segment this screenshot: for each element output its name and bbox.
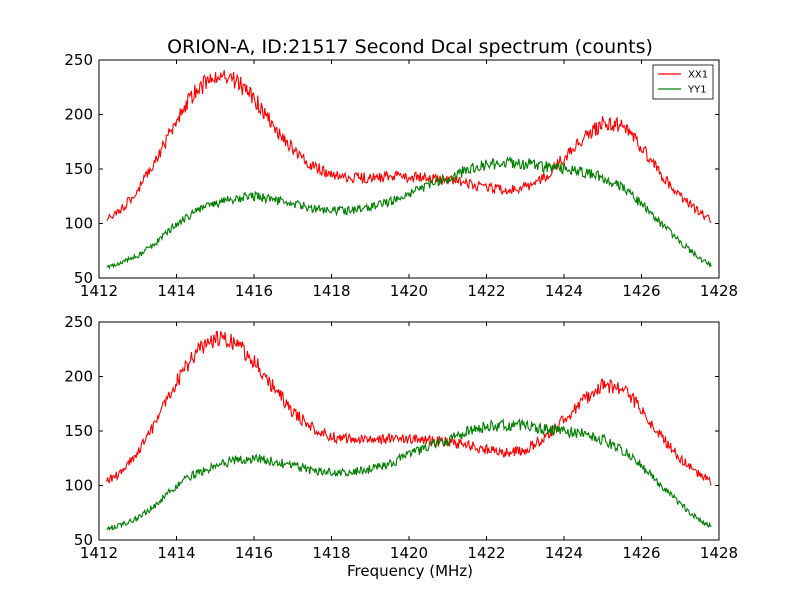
series-line-yy1 — [106, 155, 712, 271]
y-tick-label: 200 — [64, 368, 93, 386]
y-tick-label: 50 — [74, 269, 93, 287]
y-tick-label: 50 — [74, 531, 93, 549]
x-tick-label: 1426 — [622, 544, 660, 562]
bottom-plot-panel: 1412 1414 1416 1418 1420 1422 1424 1426 1428 50 10… — [64, 313, 738, 562]
series-line-xx1 — [106, 70, 712, 223]
x-tick-label: 1426 — [622, 282, 660, 300]
y-tick-label: 200 — [64, 106, 93, 124]
x-tick-label: 1412 — [80, 544, 118, 562]
y-tick-label: 100 — [64, 215, 93, 233]
legend-box — [652, 64, 714, 100]
y-tick-label: 250 — [64, 51, 93, 69]
series-line-xx1 — [106, 330, 712, 486]
x-tick-label: 1420 — [390, 544, 428, 562]
x-tick-label: 1416 — [235, 282, 273, 300]
x-tick-label: 1418 — [312, 282, 350, 300]
x-tick-label: 1414 — [157, 544, 195, 562]
y-tick-label: 250 — [64, 313, 93, 331]
series-line-yy1 — [106, 417, 712, 532]
legend-label-xx1: XX1 — [688, 70, 708, 81]
y-tick-label: 150 — [64, 422, 93, 440]
x-axis-label: Frequency (MHz) — [347, 562, 473, 580]
x-tick-label: 1416 — [235, 544, 273, 562]
x-tick-label: 1424 — [545, 544, 583, 562]
x-tick-label: 1424 — [545, 282, 583, 300]
x-tick-label: 1412 — [80, 282, 118, 300]
x-tick-label: 1422 — [467, 282, 505, 300]
chart-title: ORION-A, ID:21517 Second Dcal spectrum (… — [167, 36, 653, 58]
x-tick-label: 1428 — [700, 544, 738, 562]
y-tick-label: 100 — [64, 477, 93, 495]
x-tick-label: 1420 — [390, 282, 428, 300]
top-plot-panel: 1412 1414 1416 1418 1420 1422 1424 1426 1428 50 10… — [64, 51, 738, 300]
x-tick-label: 1428 — [700, 282, 738, 300]
x-tick-label: 1418 — [312, 544, 350, 562]
legend-label-yy1: YY1 — [687, 85, 707, 96]
y-tick-label: 150 — [64, 160, 93, 178]
x-tick-label: 1422 — [467, 544, 505, 562]
x-tick-label: 1414 — [157, 282, 195, 300]
